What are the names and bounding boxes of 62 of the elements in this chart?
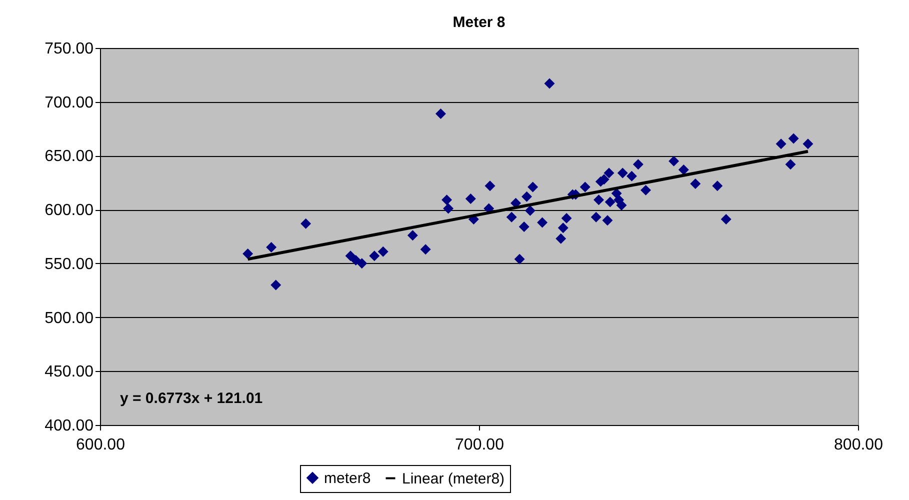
point (616, 200, 627, 211)
point (802, 138, 814, 150)
point (604, 168, 614, 178)
point (266, 242, 277, 253)
point (776, 138, 786, 150)
y-tick-label: 750.00 (44, 40, 94, 58)
point (561, 212, 572, 224)
point (626, 170, 637, 182)
point (345, 250, 356, 262)
y-tick-label: 400.00 (44, 418, 94, 434)
point (506, 212, 517, 222)
y-tick-label: 700.00 (44, 94, 94, 112)
x-tick-label: 600.00 (76, 436, 126, 454)
x-tick-label: 700.00 (455, 436, 504, 454)
y-tick-label: 600.00 (44, 202, 94, 220)
point (350, 254, 362, 266)
point (668, 156, 680, 166)
point (632, 159, 644, 170)
point (712, 180, 723, 192)
point (558, 222, 568, 234)
x-tick-label: 800.00 (834, 436, 884, 454)
point (378, 246, 388, 257)
point (420, 244, 431, 255)
point (537, 217, 548, 228)
y-tick-label: 550.00 (44, 256, 94, 273)
point (602, 215, 613, 226)
point (435, 108, 446, 119)
point (690, 178, 701, 189)
point (484, 180, 496, 192)
point (518, 222, 530, 232)
point (594, 194, 604, 206)
point (678, 164, 689, 175)
point (465, 194, 476, 204)
point (604, 196, 616, 208)
chart-title: Meter 8 (452, 14, 506, 31)
point (788, 133, 799, 144)
y-tick-label: 650.00 (44, 148, 94, 166)
point (442, 194, 452, 206)
point (522, 191, 532, 202)
point (270, 280, 282, 290)
point (524, 205, 536, 216)
point (443, 203, 454, 214)
legend-label: meter8 (324, 470, 371, 487)
point (617, 168, 628, 178)
point (528, 182, 538, 192)
point (300, 218, 312, 229)
point (590, 212, 602, 222)
point (720, 214, 732, 225)
point (580, 182, 590, 192)
point (369, 250, 380, 262)
point (514, 254, 525, 264)
legend-label: Linear (meter8) (402, 470, 505, 488)
point (640, 184, 652, 196)
point (556, 233, 566, 244)
annotation: y = 0.6773x + 121.01 (120, 390, 263, 407)
point (356, 258, 368, 269)
y-tick-label: 450.00 (44, 364, 94, 381)
point (544, 78, 555, 89)
point (785, 159, 796, 170)
y-tick-label: 500.00 (44, 310, 94, 327)
point (242, 248, 254, 259)
point (407, 230, 418, 241)
